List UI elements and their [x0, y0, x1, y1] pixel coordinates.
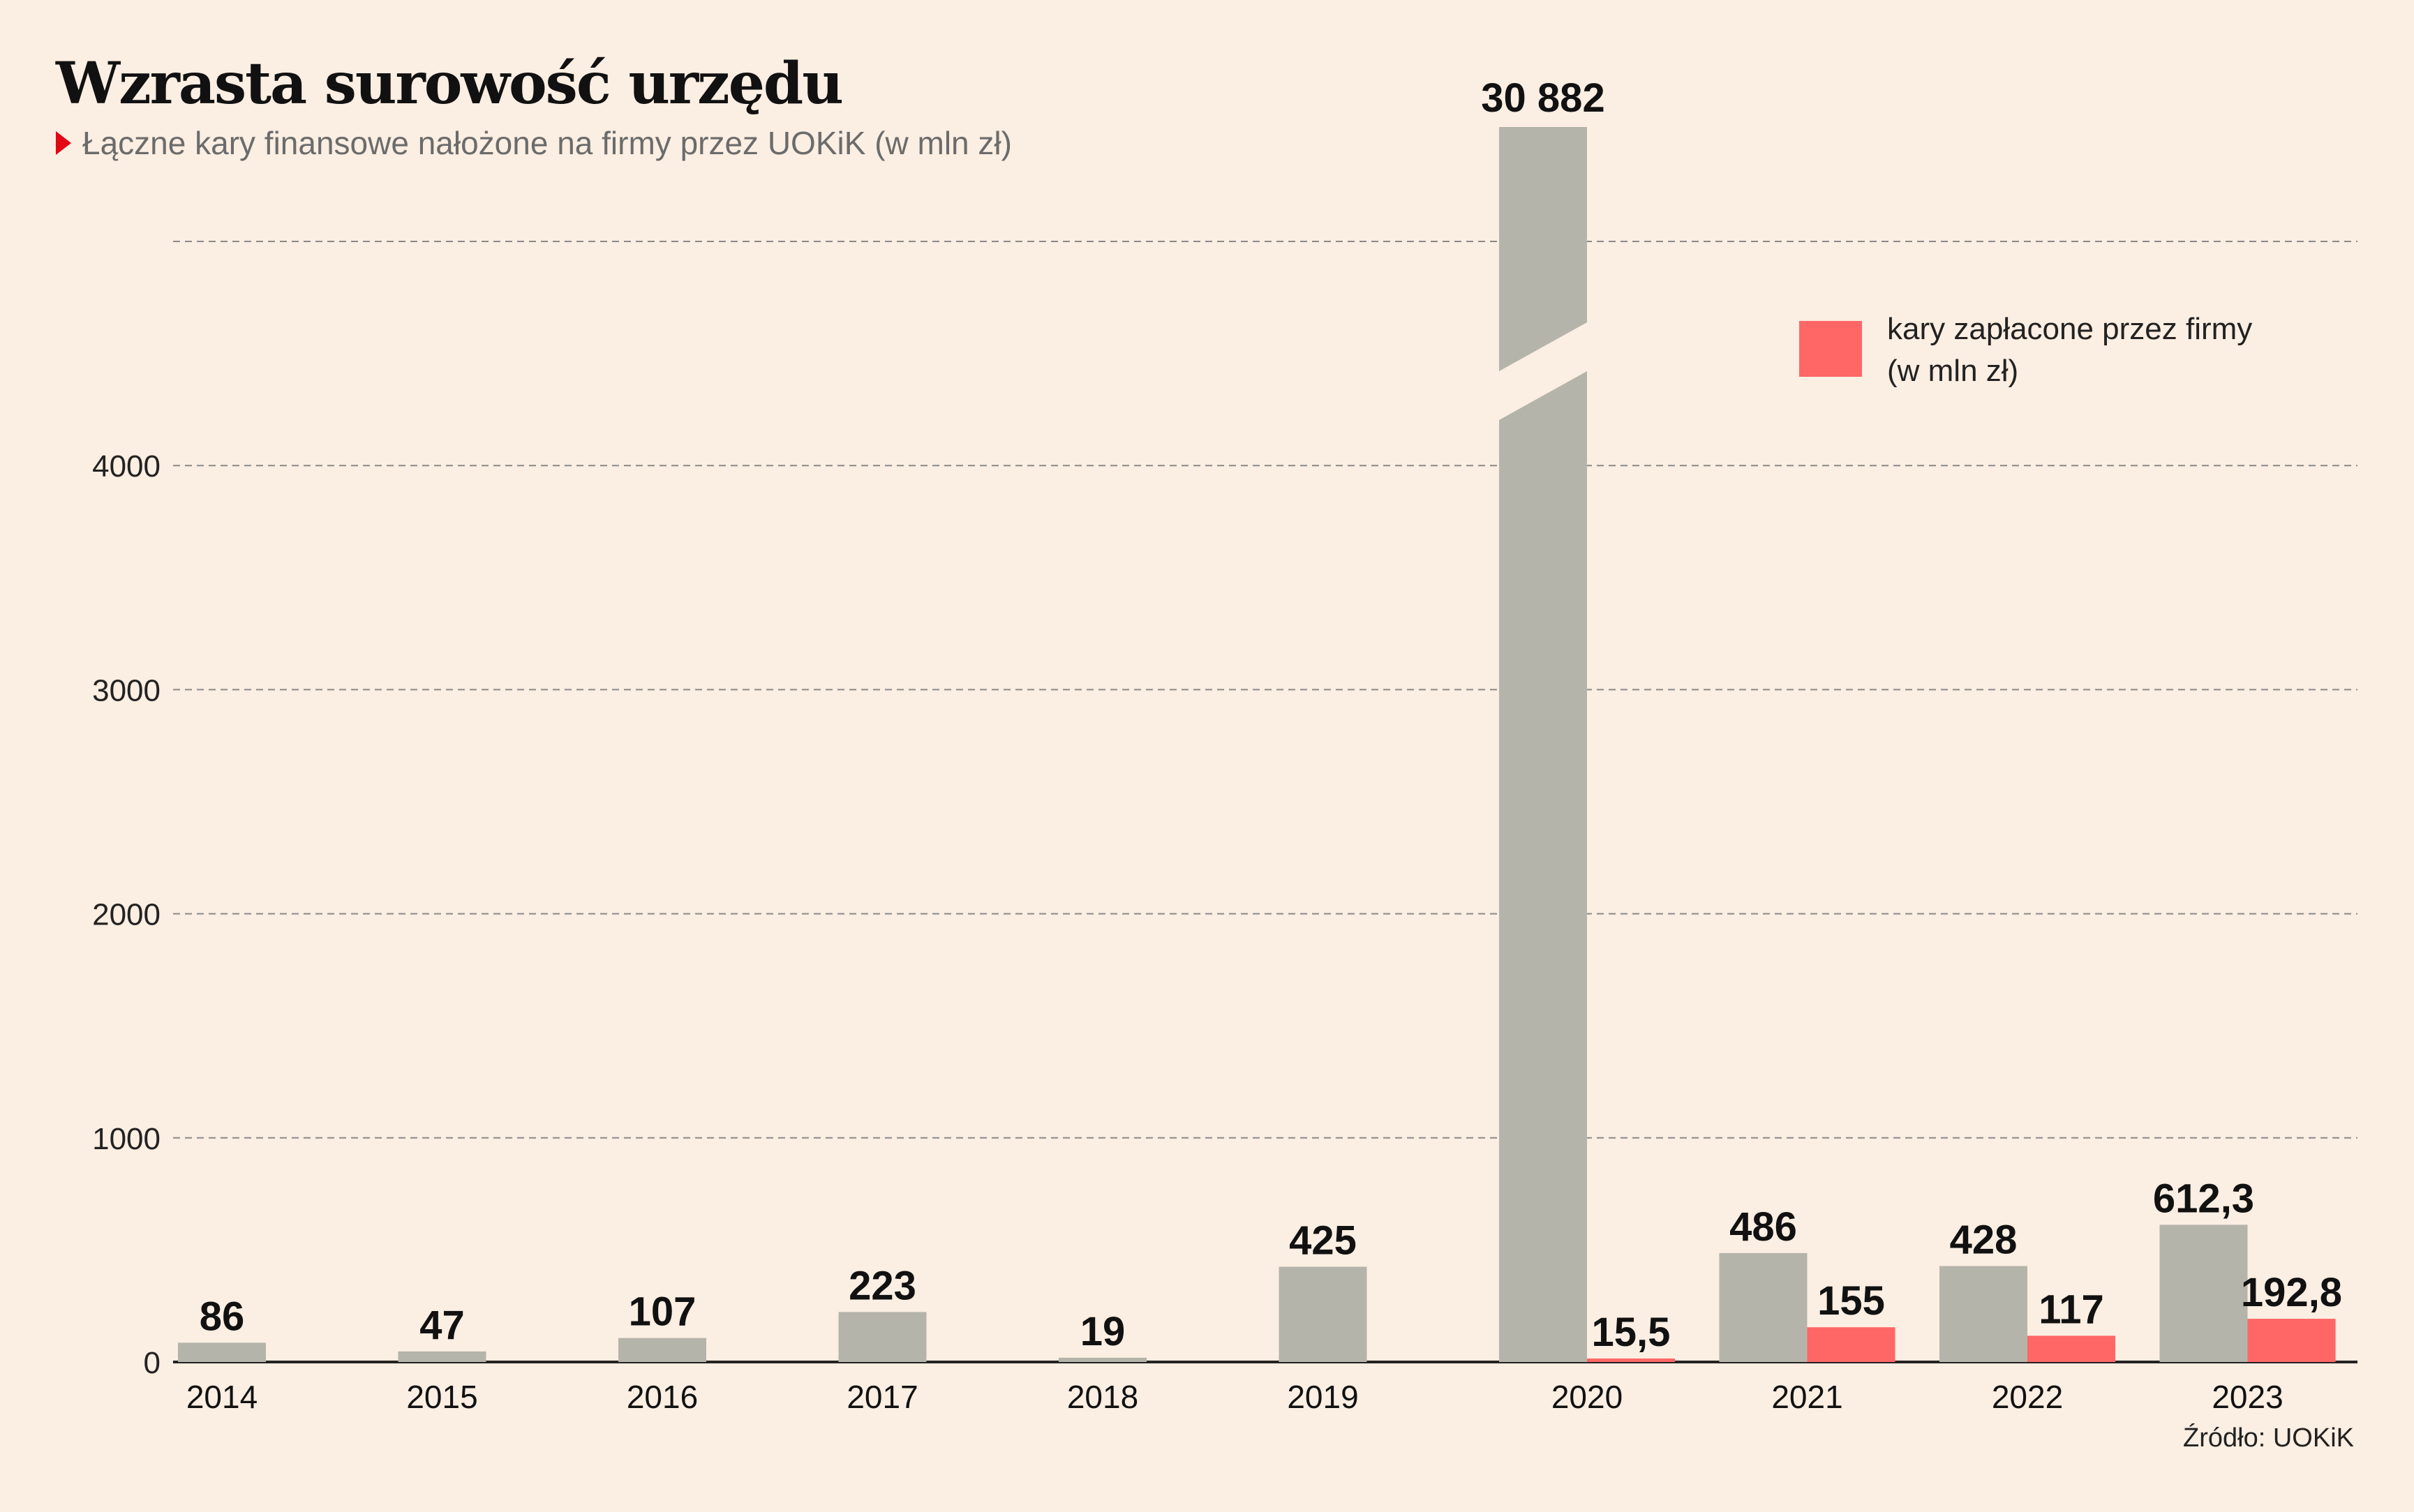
legend: kary zapłacone przez firmy (w mln zł) — [1799, 308, 2320, 392]
y-tick-label: 0 — [144, 1346, 161, 1380]
bar-imposed — [838, 1312, 927, 1362]
bar-paid — [2027, 1335, 2115, 1362]
x-tick-label: 2018 — [1067, 1379, 1138, 1415]
x-tick-label: 2017 — [847, 1379, 918, 1415]
data-label-paid: 192,8 — [2241, 1270, 2342, 1315]
bar-imposed — [1499, 127, 1587, 371]
data-label-imposed: 30 882 — [1481, 75, 1604, 121]
bar-imposed — [178, 1342, 266, 1362]
x-tick-label: 2022 — [1992, 1379, 2063, 1415]
data-label-imposed: 486 — [1729, 1204, 1797, 1250]
data-label-imposed: 19 — [1080, 1309, 1126, 1354]
chart-title: Wzrasta surowość urzędu — [56, 50, 844, 117]
data-label-imposed: 47 — [419, 1303, 465, 1348]
data-label-imposed: 425 — [1289, 1218, 1357, 1263]
bar-paid — [1587, 1358, 1675, 1362]
x-tick-label: 2020 — [1551, 1379, 1623, 1415]
legend-label-line2: (w mln zł) — [1887, 354, 2019, 388]
data-label-imposed: 428 — [1950, 1218, 2018, 1263]
subtitle-marker-icon — [56, 131, 71, 155]
x-tick-label: 2014 — [186, 1379, 258, 1415]
bar-imposed — [618, 1338, 706, 1362]
y-tick-label: 2000 — [92, 898, 161, 932]
bar-imposed — [1719, 1252, 1808, 1362]
bar-imposed — [1939, 1266, 2027, 1362]
subtitle-text: Łączne kary finansowe nałożone na firmy … — [82, 125, 1012, 161]
x-tick-label: 2023 — [2212, 1379, 2283, 1415]
data-label-imposed: 86 — [200, 1294, 245, 1339]
data-label-paid: 155 — [1817, 1278, 1885, 1324]
bar-imposed — [398, 1351, 486, 1362]
data-label-imposed: 223 — [849, 1263, 916, 1308]
y-tick-label: 4000 — [92, 449, 161, 484]
legend-label: kary zapłacone przez firmy (w mln zł) — [1887, 308, 2320, 392]
legend-swatch-paid — [1799, 321, 1862, 377]
bar-paid — [2247, 1319, 2336, 1362]
data-label-imposed: 107 — [629, 1289, 696, 1335]
y-tick-label: 3000 — [92, 673, 161, 708]
bar-paid — [1807, 1327, 1895, 1362]
x-tick-label: 2015 — [406, 1379, 477, 1415]
chart-subtitle: Łączne kary finansowe nałożone na firmy … — [56, 124, 1012, 162]
data-label-paid: 117 — [2039, 1287, 2104, 1332]
x-tick-label: 2019 — [1287, 1379, 1358, 1415]
bar-imposed — [1059, 1357, 1147, 1362]
data-label-paid: 15,5 — [1592, 1310, 1671, 1355]
legend-label-line1: kary zapłacone przez firmy — [1887, 312, 2253, 346]
x-tick-label: 2016 — [627, 1379, 698, 1415]
y-tick-label: 1000 — [92, 1122, 161, 1156]
source-note: Źródło: UOKiK — [2183, 1423, 2354, 1453]
bar-imposed — [1499, 371, 1587, 1362]
bar-imposed — [1279, 1266, 1367, 1362]
data-label-imposed: 612,3 — [2153, 1176, 2254, 1221]
x-tick-label: 2021 — [1771, 1379, 1842, 1415]
bar-imposed — [2159, 1225, 2248, 1362]
